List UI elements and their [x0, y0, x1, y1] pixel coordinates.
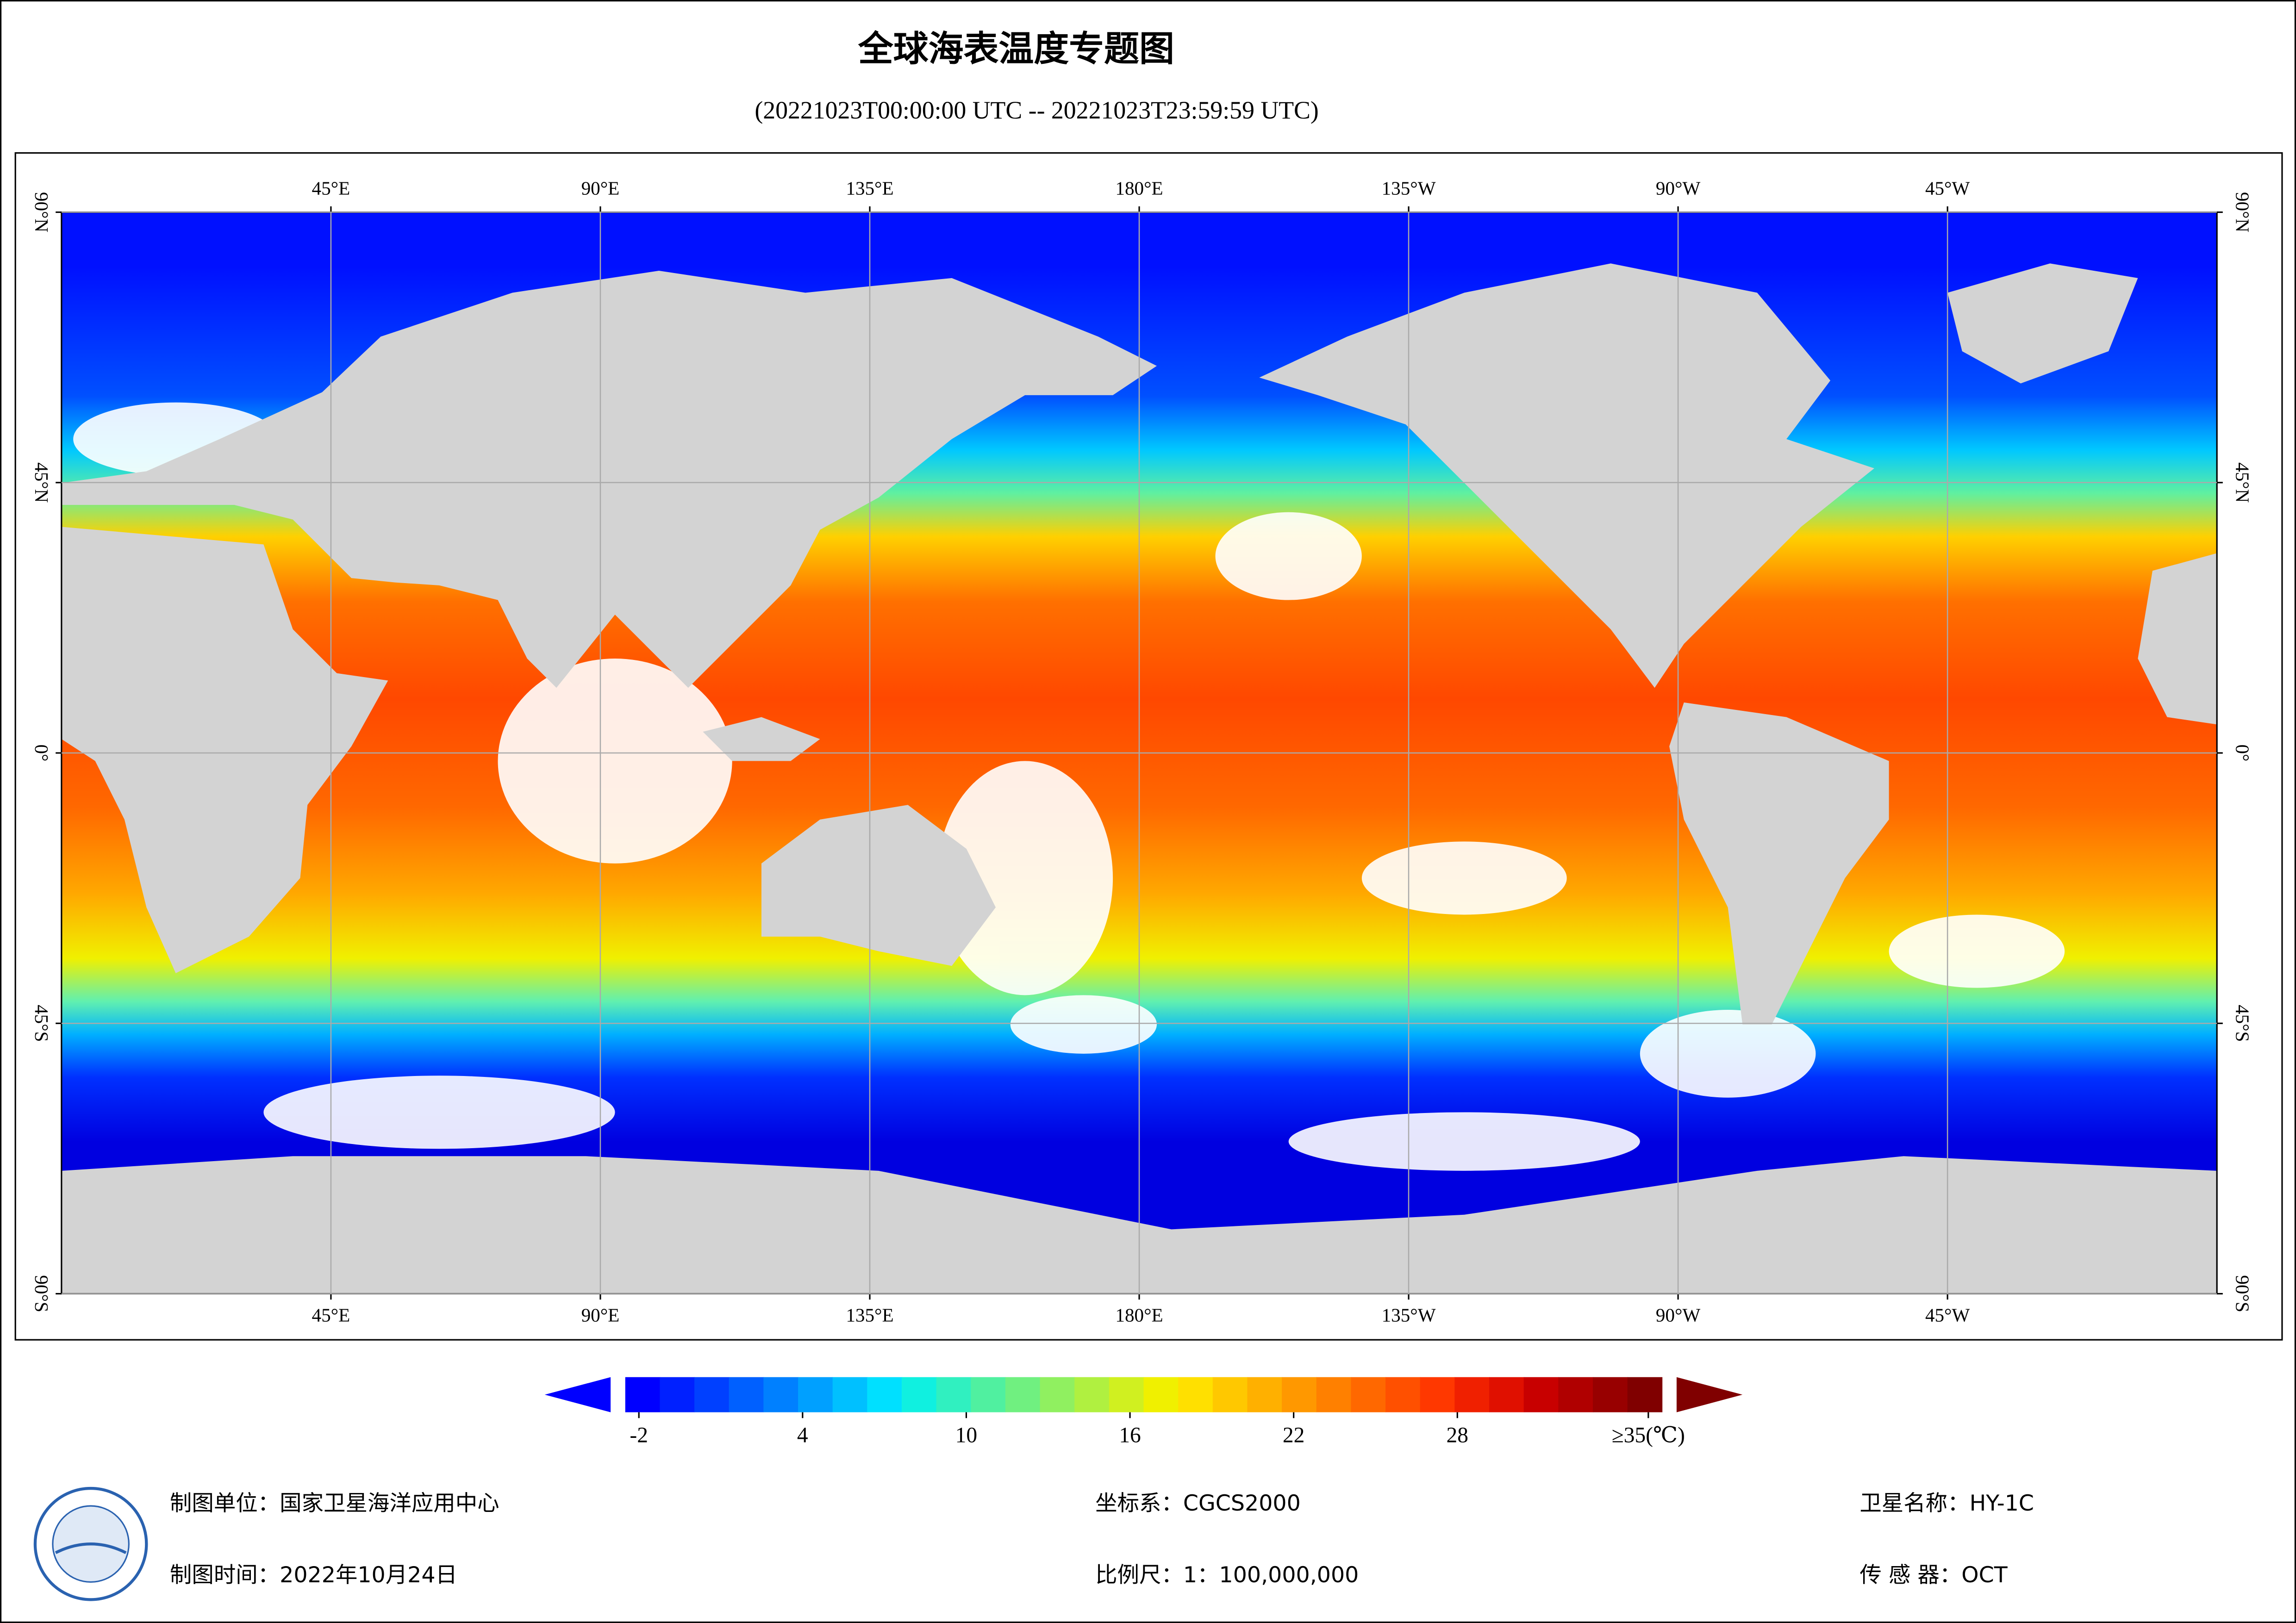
- colorbar-label: ≥35(℃): [1612, 1423, 1685, 1447]
- y-tick-label: 45°N: [31, 462, 52, 503]
- colorbar-cell: [936, 1377, 972, 1412]
- footer-time: 制图时间：2022年10月24日: [170, 1562, 457, 1588]
- colorbar-cell: [798, 1377, 833, 1412]
- y-tick-label: 90°N: [31, 192, 52, 232]
- footer-sensor: 传 感 器：OCT: [1859, 1562, 2008, 1588]
- colorbar-cell: [660, 1377, 695, 1412]
- title: 全球海表温度专题图: [858, 29, 1174, 69]
- colorbar-cell: [729, 1377, 764, 1412]
- colorbar-cell: [1316, 1377, 1352, 1412]
- colorbar-cell: [1593, 1377, 1628, 1412]
- colorbar-cell: [1178, 1377, 1213, 1412]
- map-frame: [14, 152, 2283, 1341]
- subtitle: (20221023T00:00:00 UTC -- 20221023T23:59…: [755, 96, 1318, 124]
- y-tick-label: 90°S: [2232, 1275, 2253, 1312]
- colorbar-cell: [901, 1377, 937, 1412]
- colorbar-cell: [832, 1377, 868, 1412]
- x-tick-label: 135°W: [1382, 178, 1436, 199]
- colorbar-cell: [1627, 1377, 1663, 1412]
- colorbar-cell: [1005, 1377, 1041, 1412]
- colorbar-cell: [1040, 1377, 1075, 1412]
- x-tick-label: 90°W: [1656, 1305, 1701, 1326]
- y-tick-label: 45°S: [31, 1005, 52, 1042]
- colorbar-label: 22: [1283, 1423, 1304, 1447]
- colorbar-cell: [867, 1377, 902, 1412]
- colorbar-cell: [1074, 1377, 1110, 1412]
- colorbar-cell: [1282, 1377, 1317, 1412]
- footer-unit: 制图单位：国家卫星海洋应用中心: [170, 1491, 499, 1516]
- colorbar-cell: [1523, 1377, 1559, 1412]
- y-tick-label: 45°N: [2232, 462, 2253, 503]
- cloud-gaps: [73, 402, 2065, 1171]
- colorbar-cell: [694, 1377, 730, 1412]
- colorbar-label: 4: [797, 1423, 808, 1447]
- x-tick-label: 135°E: [846, 178, 893, 199]
- colorbar-cell: [1143, 1377, 1179, 1412]
- logo: [33, 1486, 148, 1601]
- y-tick-label: 45°S: [2232, 1005, 2253, 1042]
- colorbar-label: -2: [630, 1423, 648, 1447]
- footer-scale: 比例尺：1：100,000,000: [1095, 1562, 1359, 1588]
- colorbar-cell: [1558, 1377, 1593, 1412]
- x-tick-label: 90°W: [1656, 178, 1701, 199]
- colorbar-cell: [1454, 1377, 1490, 1412]
- y-tick-label: 90°N: [2232, 192, 2253, 232]
- colorbar-label: 10: [955, 1423, 977, 1447]
- x-tick-label: 135°E: [846, 1305, 893, 1326]
- colorbar-cell: [1212, 1377, 1248, 1412]
- colorbar-cell: [1351, 1377, 1386, 1412]
- x-tick-label: 45°W: [1925, 1305, 1970, 1326]
- colorbar-cell: [1109, 1377, 1144, 1412]
- x-tick-label: 45°E: [312, 1305, 350, 1326]
- footer-crs: 坐标系：CGCS2000: [1095, 1491, 1301, 1516]
- footer-satellite: 卫星名称：HY-1C: [1859, 1491, 2034, 1516]
- x-tick-label: 135°W: [1382, 1305, 1436, 1326]
- y-tick-label: 0°: [31, 745, 52, 762]
- x-tick-label: 90°E: [581, 178, 620, 199]
- colorbar-cell: [1489, 1377, 1524, 1412]
- x-tick-label: 180°E: [1115, 178, 1163, 199]
- colorbar-arrow: [544, 1377, 611, 1412]
- x-tick-label: 45°E: [312, 178, 350, 199]
- x-tick-label: 180°E: [1115, 1305, 1163, 1326]
- colorbar-label: 28: [1447, 1423, 1468, 1447]
- colorbar-cell: [625, 1377, 661, 1412]
- colorbar-cell: [971, 1377, 1006, 1412]
- x-tick-label: 90°E: [581, 1305, 620, 1326]
- colorbar-cell: [763, 1377, 799, 1412]
- colorbar-cell: [1420, 1377, 1455, 1412]
- colorbar-cell: [1385, 1377, 1421, 1412]
- y-tick-label: 90°S: [31, 1275, 52, 1312]
- colorbar-arrow: [1676, 1377, 1743, 1412]
- colorbar-label: 16: [1119, 1423, 1141, 1447]
- x-tick-label: 45°W: [1925, 178, 1970, 199]
- colorbar-cell: [1247, 1377, 1283, 1412]
- y-tick-label: 0°: [2232, 745, 2253, 762]
